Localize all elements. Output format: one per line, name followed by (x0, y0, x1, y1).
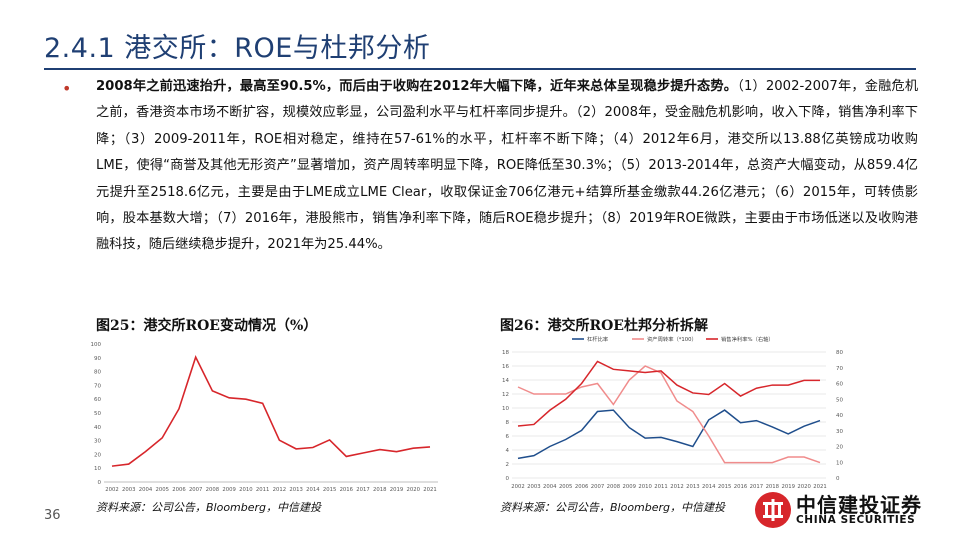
x-tick-label: 2012 (670, 484, 683, 490)
y-tick-label: 20 (94, 452, 101, 458)
x-tick-label: 2021 (423, 487, 436, 493)
y-tick-label: 30 (94, 439, 101, 445)
y-tick-label: 2 (506, 462, 510, 468)
page-title: 2.4.1 港交所：ROE与杜邦分析 (44, 26, 430, 65)
y2-tick-label: 20 (836, 445, 843, 451)
x-tick-label: 2015 (323, 487, 336, 493)
y-tick-label: 12 (502, 392, 509, 398)
x-tick-label: 2019 (390, 487, 403, 493)
legend-label: 杠杆比率 (587, 335, 609, 343)
roe-line-chart: 0 10 20 30 40 50 60 70 80 90 100 2002 2003 2004 2005 20… (91, 342, 438, 493)
x-tick-label: 2010 (638, 484, 652, 490)
fig25-source: 资料来源：公司公告，Bloomberg，中信建投 (96, 501, 322, 514)
x-tick-label: 2014 (306, 487, 320, 493)
x-tick-label: 2015 (718, 484, 731, 490)
x-tick-label: 2004 (139, 487, 153, 493)
title-divider (44, 68, 916, 70)
x-tick-label: 2011 (256, 487, 269, 493)
y-tick-label: 0 (506, 476, 510, 482)
y-tick-label: 16 (502, 364, 509, 370)
x-tick-label: 2002 (105, 487, 118, 493)
series-line-1 (517, 409, 821, 460)
y-tick-label: 60 (94, 397, 101, 403)
y2-tick-label: 80 (836, 350, 843, 356)
x-tick-label: 2010 (239, 487, 253, 493)
y-tick-label: 100 (91, 342, 102, 348)
y-tick-label: 6 (506, 434, 510, 440)
x-tick-label: 2011 (654, 484, 667, 490)
x-tick-label: 2005 (559, 484, 572, 490)
x-tick-label: 2018 (766, 484, 780, 490)
x-tick-label: 2007 (591, 484, 604, 490)
series-line-2 (517, 365, 821, 464)
roe-series-line (111, 354, 431, 467)
section-number: 2.4.1 (44, 33, 116, 64)
x-tick-label: 2003 (527, 484, 540, 490)
fig26-title: 图26：港交所ROE杜邦分析拆解 (500, 318, 708, 334)
y2-tick-label: 60 (836, 382, 843, 388)
y-tick-label: 50 (94, 411, 101, 417)
logo-cn-text: 中信建投证券 (796, 493, 922, 517)
y2-tick-label: 50 (836, 397, 843, 403)
legend-label: 资产周转率（*100） (647, 335, 697, 343)
x-tick-label: 2016 (340, 487, 354, 493)
x-tick-label: 2007 (189, 487, 202, 493)
bullet-icon: • (62, 79, 72, 98)
x-tick-label: 2016 (734, 484, 748, 490)
y-tick-label: 8 (506, 420, 510, 426)
section-title: 港交所：ROE与杜邦分析 (124, 33, 431, 64)
x-tick-label: 2008 (607, 484, 621, 490)
x-tick-label: 2019 (781, 484, 794, 490)
logo-emblem-icon (755, 492, 791, 528)
y-tick-label: 70 (94, 383, 101, 389)
x-tick-label: 2012 (273, 487, 286, 493)
body-paragraph: 2008年之前迅速抬升，最高至90.5%，而后由于收购在2012年大幅下降，近年… (96, 74, 918, 259)
body-detail: （1）2002-2007年，金融危机之前，香港资本市场不断扩容，规模效应彰显，公… (96, 79, 919, 253)
y-tick-label: 90 (94, 356, 101, 362)
x-tick-label: 2006 (575, 484, 589, 490)
x-tick-label: 2021 (813, 484, 826, 490)
y-tick-label: 40 (94, 425, 101, 431)
y2-tick-label: 30 (836, 429, 843, 435)
x-tick-label: 2013 (686, 484, 699, 490)
x-tick-label: 2018 (373, 487, 387, 493)
legend-label: 销售净利率%（右轴） (721, 335, 774, 343)
fig26-source: 资料来源：公司公告，Bloomberg，中信建投 (500, 501, 726, 514)
y-tick-label: 0 (98, 480, 102, 486)
x-tick-label: 2008 (206, 487, 220, 493)
x-tick-label: 2013 (289, 487, 302, 493)
y-tick-label: 10 (502, 406, 509, 412)
series-line-3 (517, 360, 820, 427)
company-logo: 中信建投证券 CHINA SECURITIES (754, 487, 924, 533)
y-tick-label: 4 (506, 448, 510, 454)
y-tick-label: 10 (94, 466, 101, 472)
x-tick-label: 2005 (155, 487, 168, 493)
fig25-title: 图25：港交所ROE变动情况（%） (96, 318, 318, 334)
y2-tick-label: 10 (836, 460, 843, 466)
bold-lead: 2008年之前迅速抬升，最高至90.5%，而后由于收购在2012年大幅下降，近年… (96, 79, 738, 94)
x-tick-label: 2020 (407, 487, 421, 493)
x-tick-label: 2004 (543, 484, 557, 490)
x-tick-label: 2009 (623, 484, 636, 490)
y-tick-label: 18 (502, 350, 509, 356)
dupont-line-chart: 0 2 4 6 8 10 12 14 16 18 0 10 20 30 40 50 60 70 80 2002 2003… (502, 335, 843, 490)
y-tick-label: 14 (502, 378, 509, 384)
x-tick-label: 2020 (797, 484, 811, 490)
y2-tick-label: 40 (836, 413, 843, 419)
x-tick-label: 2009 (222, 487, 235, 493)
x-tick-label: 2002 (511, 484, 524, 490)
x-tick-label: 2014 (702, 484, 716, 490)
y-tick-label: 80 (94, 370, 101, 376)
x-tick-label: 2017 (750, 484, 763, 490)
y2-tick-label: 70 (836, 366, 843, 372)
y2-tick-label: 0 (836, 476, 840, 482)
x-tick-label: 2006 (172, 487, 186, 493)
page-number: 36 (44, 508, 61, 523)
logo-en-text: CHINA SECURITIES (796, 514, 916, 526)
x-tick-label: 2003 (122, 487, 135, 493)
x-tick-label: 2017 (356, 487, 369, 493)
